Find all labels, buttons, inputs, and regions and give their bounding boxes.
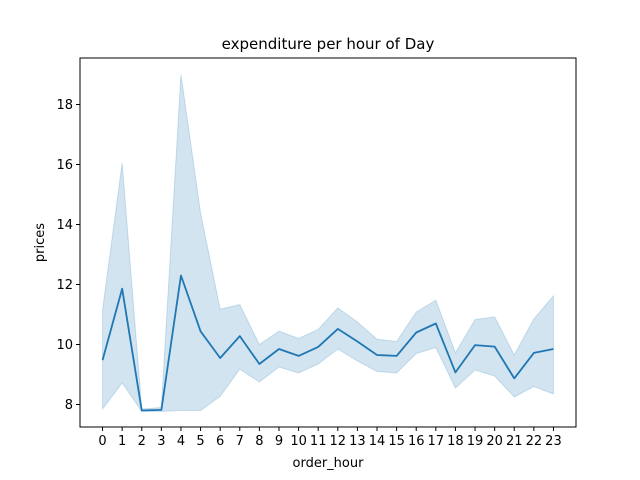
x-tick-label: 16 — [408, 434, 425, 449]
x-axis-label: order_hour — [293, 456, 365, 471]
y-tick-label: 8 — [65, 398, 73, 413]
y-tick-label: 14 — [56, 218, 73, 233]
x-tick-label: 15 — [388, 434, 405, 449]
y-ticks: 8 10 12 14 16 18 — [56, 98, 80, 413]
x-tick-label: 3 — [157, 434, 165, 449]
x-tick-label: 14 — [369, 434, 386, 449]
x-tick-label: 4 — [177, 434, 185, 449]
x-tick-label: 10 — [290, 434, 307, 449]
x-tick-label: 12 — [330, 434, 347, 449]
x-tick-label: 13 — [349, 434, 366, 449]
plot-frame — [79, 57, 577, 428]
x-tick-label: 23 — [545, 434, 562, 449]
x-tick-label: 21 — [506, 434, 523, 449]
x-tick-label: 0 — [98, 434, 106, 449]
x-tick-label: 20 — [486, 434, 503, 449]
y-tick-label: 10 — [56, 338, 73, 353]
confidence-band-layer — [102, 74, 554, 412]
x-tick-label: 22 — [526, 434, 543, 449]
y-tick-label: 18 — [56, 98, 73, 113]
y-axis-label: prices — [33, 223, 48, 262]
x-tick-label: 6 — [216, 434, 224, 449]
x-tick-label: 17 — [428, 434, 445, 449]
x-tick-label: 18 — [447, 434, 464, 449]
x-tick-label: 11 — [310, 434, 327, 449]
y-tick-label: 16 — [56, 158, 73, 173]
series-line-layer — [101, 274, 554, 412]
y-tick-label: 12 — [56, 278, 73, 293]
chart-title: expenditure per hour of Day — [222, 35, 435, 53]
x-tick-label: 9 — [275, 434, 283, 449]
x-tick-label: 1 — [118, 434, 126, 449]
x-tick-label: 2 — [138, 434, 146, 449]
x-tick-label: 5 — [196, 434, 204, 449]
x-tick-label: 19 — [467, 434, 484, 449]
series-line — [101, 274, 554, 412]
x-tick-label: 8 — [255, 434, 263, 449]
x-tick-label: 7 — [236, 434, 244, 449]
x-ticks: 0 1 2 3 4 5 6 7 8 9 10 11 12 13 14 15 16 17 18 19 20 21 22 23 — [98, 427, 562, 449]
confidence-band — [102, 74, 554, 412]
